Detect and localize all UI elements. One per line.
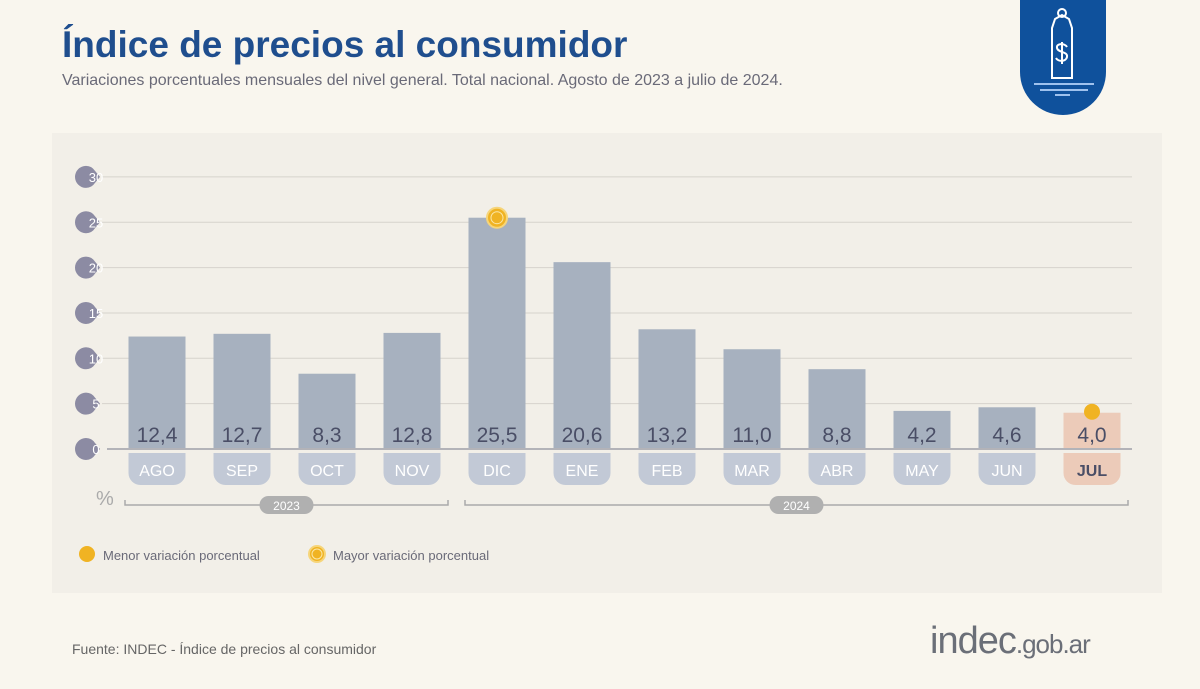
bar-value-label: 4,6 bbox=[992, 424, 1021, 447]
y-axis-unit: % bbox=[96, 488, 114, 510]
category-label: ENE bbox=[566, 463, 599, 480]
y-tick-bubble bbox=[75, 211, 100, 234]
bar-value-label: 12,8 bbox=[392, 424, 433, 447]
source-note: Fuente: INDEC - Índice de precios al con… bbox=[72, 641, 377, 657]
category-tab bbox=[638, 453, 696, 485]
legend-max-label: Mayor variación porcentual bbox=[333, 548, 489, 563]
chart-panel: 12,4 AGO 12,7 SEP 8,3 OCT 12,8 NOV 25,5 DIC 20,6 EN… bbox=[52, 133, 1162, 593]
category-label: SEP bbox=[226, 463, 258, 480]
bar-value-label: 8,8 bbox=[822, 424, 851, 447]
bar-value-label: 12,7 bbox=[222, 424, 263, 447]
category-label: ABR bbox=[821, 463, 854, 480]
year-label: 2024 bbox=[783, 499, 810, 513]
category-label: DIC bbox=[483, 463, 511, 480]
bar-value-label: 13,2 bbox=[647, 424, 688, 447]
category-label: JUL bbox=[1077, 463, 1107, 480]
category-tab bbox=[383, 453, 441, 485]
y-tick-label: 0 bbox=[92, 442, 99, 457]
category-tab bbox=[808, 453, 866, 485]
y-tick-label: 5 bbox=[92, 397, 99, 412]
bar-mar[interactable] bbox=[723, 349, 781, 449]
y-tick-label: 25 bbox=[89, 215, 103, 230]
bar-value-label: 4,2 bbox=[907, 424, 936, 447]
category-label: FEB bbox=[651, 463, 682, 480]
bar-value-label: 12,4 bbox=[137, 424, 178, 447]
y-tick-bubble bbox=[75, 392, 100, 415]
legend-min-label: Menor variación porcentual bbox=[103, 548, 260, 563]
bar-oct[interactable] bbox=[298, 373, 356, 449]
year-pill bbox=[259, 496, 314, 514]
y-tick-bubble bbox=[75, 165, 100, 188]
y-tick-label: 20 bbox=[89, 261, 103, 276]
bar-nov[interactable] bbox=[383, 332, 441, 449]
category-tab bbox=[723, 453, 781, 485]
y-tick-bubble bbox=[75, 438, 100, 460]
bar-abr[interactable] bbox=[808, 369, 866, 449]
category-tab bbox=[1063, 453, 1121, 485]
bar-value-label: 11,0 bbox=[732, 424, 771, 447]
category-label: NOV bbox=[395, 463, 430, 480]
bar-ago[interactable] bbox=[128, 336, 186, 449]
category-tab bbox=[298, 453, 356, 485]
y-tick-label: 30 bbox=[89, 170, 103, 185]
bar-value-label: 8,3 bbox=[312, 424, 341, 447]
bar-chart: 12,4 AGO 12,7 SEP 8,3 OCT 12,8 NOV 25,5 DIC 20,6 EN… bbox=[74, 165, 1132, 563]
y-tick-label: 15 bbox=[89, 306, 103, 321]
category-tab bbox=[978, 453, 1036, 485]
min-marker bbox=[1084, 403, 1100, 420]
category-label: MAR bbox=[734, 463, 770, 480]
year-label: 2023 bbox=[273, 499, 300, 513]
legend-min-marker bbox=[79, 546, 95, 562]
bar-value-label: 20,6 bbox=[562, 424, 603, 447]
bar-value-label: 25,5 bbox=[477, 424, 518, 447]
indec-logo[interactable]: indec.gob.ar bbox=[930, 620, 1091, 662]
page-title: Índice de precios al consumidor bbox=[62, 24, 628, 65]
year-pill bbox=[769, 496, 824, 514]
category-label: OCT bbox=[310, 463, 344, 480]
category-tab bbox=[468, 453, 526, 485]
bar-ene[interactable] bbox=[553, 262, 611, 449]
bar-may[interactable] bbox=[893, 410, 951, 449]
page-subtitle: Variaciones porcentuales mensuales del n… bbox=[62, 72, 783, 89]
y-tick-bubble bbox=[74, 256, 100, 279]
category-tab bbox=[213, 453, 271, 485]
category-tab bbox=[128, 453, 186, 485]
bar-jun[interactable] bbox=[978, 407, 1036, 449]
category-label: AGO bbox=[139, 463, 175, 480]
y-tick-bubble bbox=[75, 301, 100, 324]
bar-feb[interactable] bbox=[638, 329, 696, 449]
category-label: JUN bbox=[991, 463, 1022, 480]
category-tab bbox=[553, 453, 611, 485]
bar-sep[interactable] bbox=[213, 333, 271, 449]
bar-dic[interactable] bbox=[468, 217, 526, 449]
category-label: MAY bbox=[905, 463, 939, 480]
category-tab bbox=[893, 453, 951, 485]
y-tick-bubble bbox=[75, 347, 100, 370]
bar-value-label: 4,0 bbox=[1077, 424, 1106, 447]
y-tick-label: 10 bbox=[89, 351, 103, 366]
price-tag-dollar-icon bbox=[1020, 0, 1106, 115]
